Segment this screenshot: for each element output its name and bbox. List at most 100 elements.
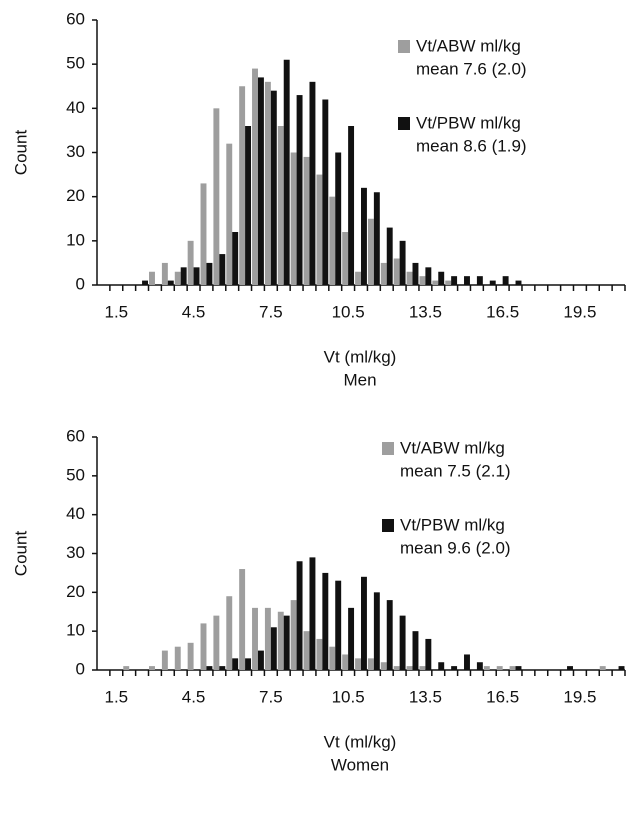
bar xyxy=(464,654,470,670)
bar xyxy=(399,240,406,285)
x-tick-label: 1.5 xyxy=(104,302,128,321)
legend-note: mean 9.6 (2.0) xyxy=(400,538,511,557)
bar xyxy=(476,662,483,670)
y-tick-label: 40 xyxy=(66,504,85,523)
bar xyxy=(226,143,233,285)
bar xyxy=(419,276,426,285)
bar xyxy=(174,646,181,670)
bar xyxy=(355,271,361,285)
bar xyxy=(206,262,213,285)
x-tick-label: 13.5 xyxy=(409,302,442,321)
bar xyxy=(264,81,271,285)
bar xyxy=(270,90,277,286)
bar xyxy=(342,654,349,670)
bar xyxy=(200,623,207,670)
bar xyxy=(361,576,367,670)
bar xyxy=(322,572,329,670)
bar xyxy=(252,68,258,285)
y-axis-label: Count xyxy=(11,531,30,577)
bar xyxy=(232,232,239,285)
bar xyxy=(161,650,168,670)
y-tick-label: 50 xyxy=(66,54,85,73)
bar xyxy=(380,662,387,670)
bar xyxy=(496,666,503,670)
bar xyxy=(445,280,452,285)
legend-swatch xyxy=(398,117,410,130)
subtitle: Women xyxy=(331,755,389,774)
bar xyxy=(303,156,310,285)
bar xyxy=(618,666,625,670)
y-tick-label: 10 xyxy=(66,230,85,249)
bar xyxy=(373,192,380,285)
bar xyxy=(245,126,252,285)
bar xyxy=(342,232,349,285)
bar xyxy=(515,666,522,670)
bar xyxy=(187,642,194,670)
bar xyxy=(277,611,284,670)
y-tick-label: 30 xyxy=(66,543,85,562)
y-tick-label: 20 xyxy=(66,186,85,205)
bar xyxy=(149,666,155,670)
x-tick-label: 10.5 xyxy=(332,302,365,321)
legend-label: Vt/ABW ml/kg xyxy=(400,438,505,457)
bar xyxy=(187,240,194,285)
bar xyxy=(406,666,413,670)
bar xyxy=(277,126,284,285)
x-tick-label: 4.5 xyxy=(182,687,206,706)
bar xyxy=(329,196,336,285)
bar xyxy=(515,280,522,285)
y-tick-label: 30 xyxy=(66,142,85,161)
legend-swatch xyxy=(382,442,394,455)
y-tick-label: 20 xyxy=(66,582,85,601)
y-tick-label: 0 xyxy=(76,659,85,678)
bar xyxy=(425,638,432,670)
bar xyxy=(393,258,400,285)
bar xyxy=(476,276,483,285)
y-tick-label: 0 xyxy=(76,274,85,293)
legend-label: Vt/PBW ml/kg xyxy=(400,515,505,534)
x-tick-label: 19.5 xyxy=(563,302,596,321)
bar xyxy=(264,607,271,670)
bar xyxy=(167,280,174,285)
bar xyxy=(270,627,277,670)
bar xyxy=(316,638,323,670)
bar xyxy=(180,267,187,285)
bar xyxy=(290,600,297,670)
bar xyxy=(245,658,252,670)
bar xyxy=(399,615,406,670)
y-tick-label: 10 xyxy=(66,621,85,640)
bar xyxy=(316,174,323,285)
bar xyxy=(438,271,445,285)
bar xyxy=(412,631,419,670)
bar xyxy=(329,646,336,670)
bar xyxy=(509,666,516,670)
bar xyxy=(232,658,239,670)
bar xyxy=(425,267,432,285)
bar xyxy=(599,666,606,670)
x-tick-label: 19.5 xyxy=(563,687,596,706)
bar xyxy=(432,280,439,285)
bar xyxy=(361,187,367,285)
bar xyxy=(309,81,316,285)
x-tick-label: 7.5 xyxy=(259,302,283,321)
bar xyxy=(296,561,303,670)
bar xyxy=(464,276,470,285)
x-tick-label: 16.5 xyxy=(486,302,519,321)
bar xyxy=(142,280,148,285)
bar xyxy=(257,77,264,286)
bar xyxy=(206,666,213,670)
bar xyxy=(386,227,393,285)
bar xyxy=(161,262,168,285)
bar xyxy=(451,666,458,670)
bar xyxy=(406,271,413,285)
bar xyxy=(303,631,310,670)
bar xyxy=(213,108,220,285)
bar xyxy=(367,218,374,285)
bar xyxy=(355,658,361,670)
bar xyxy=(309,557,316,670)
y-axis-label: Count xyxy=(11,130,30,176)
bar xyxy=(283,59,290,285)
bar xyxy=(373,592,380,670)
bar xyxy=(348,607,355,670)
bar xyxy=(219,254,226,285)
